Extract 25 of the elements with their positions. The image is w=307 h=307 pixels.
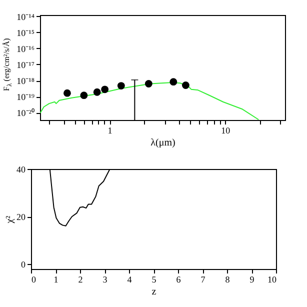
y-tick-label: 20 [16,212,26,222]
x-tick-label: 1 [54,274,58,284]
y-tick-label: 10⁻¹⁷ [16,60,34,70]
x-tick-label: 10 [268,274,277,284]
y-tick-label: 10⁻¹⁵ [16,28,34,38]
x-tick-label: 3 [102,274,108,284]
x-axis-title: z [152,286,157,298]
x-tick-label: 2 [78,274,83,284]
y-tick-label: 10⁻²⁰ [16,108,34,118]
x-tick-label: 10 [221,126,231,136]
y-tick-label: 10⁻¹⁹ [16,92,34,102]
x-tick-label: 4 [127,274,132,284]
x-tick-label: 5 [152,274,157,284]
y-tick-label: 10⁻¹⁶ [16,44,34,54]
x-tick-label: 8 [225,274,230,284]
y-tick-label: 10⁻¹⁴ [16,12,34,22]
x-tick-label: 1 [108,126,112,136]
y-tick-label: 10⁻¹⁸ [16,76,34,86]
x-tick-label: 7 [200,274,206,284]
x-axis-title: λ(μm) [150,138,176,148]
y-tick-label: 40 [16,164,26,174]
y-axis-title: χ² [4,216,16,224]
y-tick-label: 0 [21,260,26,270]
x-tick-label: 6 [176,274,182,284]
x-tick-label: 9 [250,274,255,284]
